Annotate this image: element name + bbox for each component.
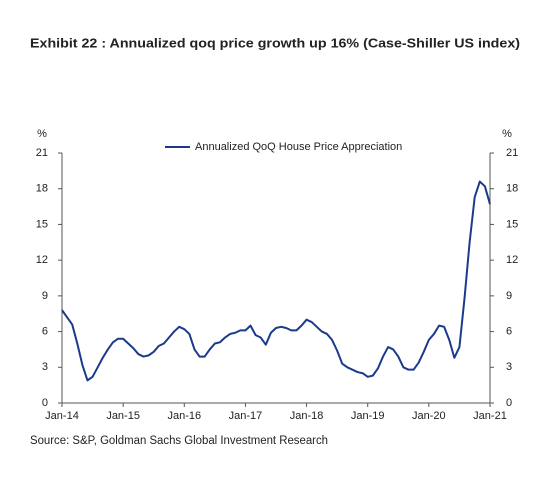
y2-tick-label: 0	[506, 397, 512, 409]
y-tick-label: 9	[42, 290, 48, 302]
x-tick-label: Jan-14	[45, 410, 79, 422]
x-tick-label: Jan-18	[290, 410, 324, 422]
y2-tick-label: 18	[506, 183, 518, 195]
y-tick-label: 15	[36, 218, 48, 230]
y-tick-label: 0	[42, 397, 48, 409]
series-line	[61, 180, 491, 382]
y2-tick-label: 3	[506, 361, 512, 373]
x-tick-label: Jan-16	[167, 410, 201, 422]
x-tick-label: Jan-20	[412, 410, 446, 422]
x-tick-label: Jan-19	[351, 410, 385, 422]
legend-label: Annualized QoQ House Price Appreciation	[195, 141, 402, 153]
x-tick-label: Jan-21	[473, 410, 507, 422]
x-tick-label: Jan-17	[229, 410, 263, 422]
y2-tick-label: 15	[506, 218, 518, 230]
chart-title: Exhibit 22 : Annualized qoq price growth…	[30, 35, 520, 50]
y-tick-label: 12	[36, 254, 48, 266]
y2-tick-label: 6	[506, 325, 512, 337]
y2-tick-label: 21	[506, 147, 518, 159]
y-tick-label: 3	[42, 361, 48, 373]
y2-tick-label: 9	[506, 290, 512, 302]
y-tick-label: 6	[42, 325, 48, 337]
source-note: Source: S&P, Goldman Sachs Global Invest…	[30, 435, 328, 447]
y-tick-label: 18	[36, 183, 48, 195]
y-tick-label: 21	[36, 147, 48, 159]
y2-tick-label: 12	[506, 254, 518, 266]
y2-axis-label: %	[502, 128, 512, 140]
y-axis-label: %	[37, 128, 47, 140]
x-tick-label: Jan-15	[106, 410, 140, 422]
